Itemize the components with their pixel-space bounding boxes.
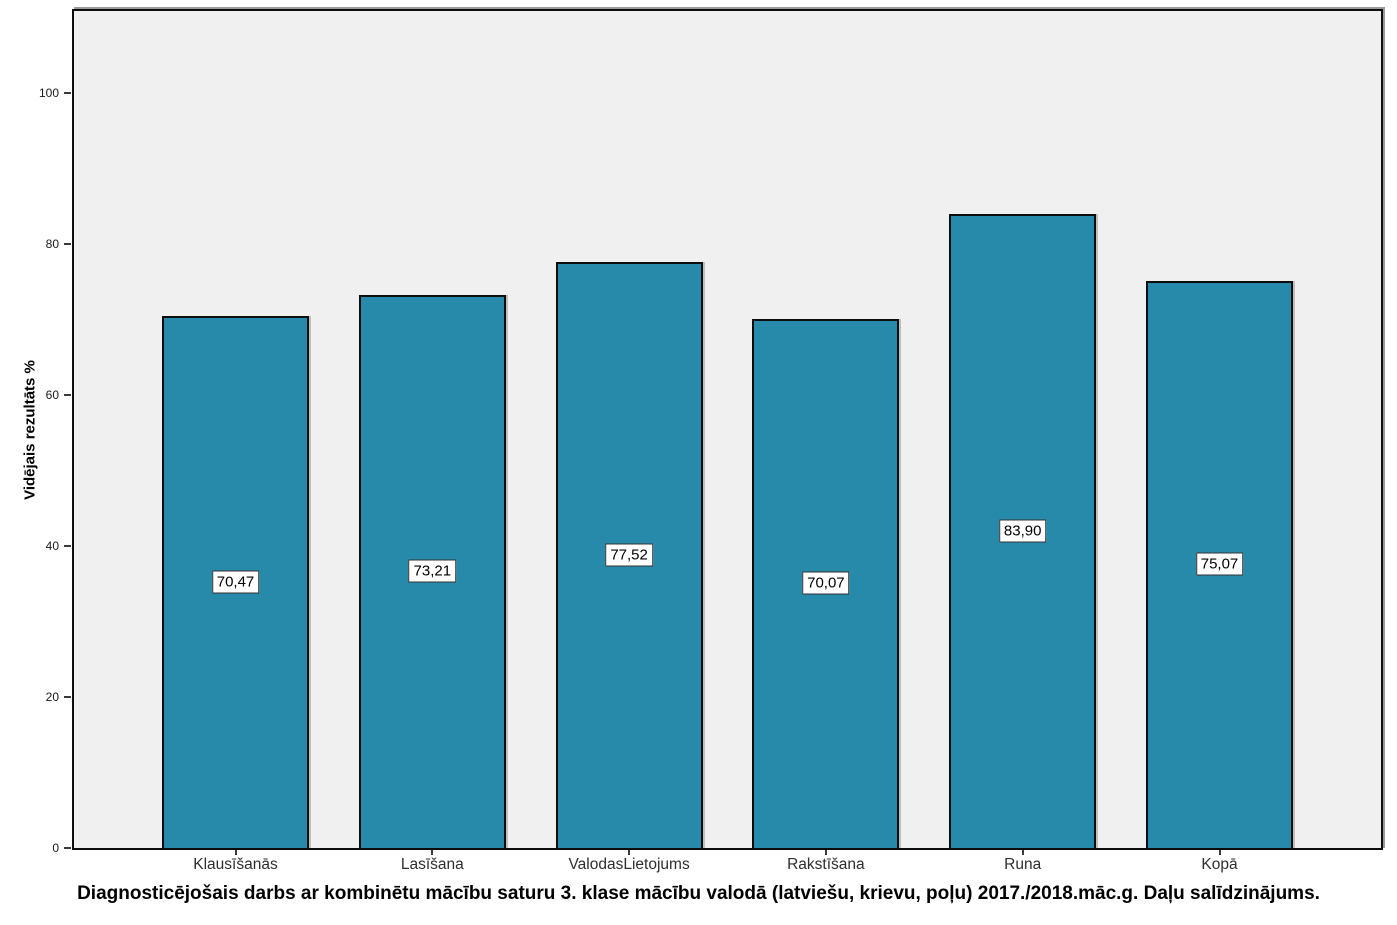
x-tick-label: Lasīšana	[400, 856, 464, 873]
bar-value-label: 73,21	[408, 559, 457, 583]
chart-title: Diagnosticējošais darbs ar kombinētu māc…	[77, 883, 1320, 904]
plot-area: 70,47 73,21 77,52 70,07 83,90 75,07	[72, 9, 1383, 850]
y-tick-mark	[64, 544, 71, 547]
bar-value-label: 75,07	[1195, 552, 1244, 576]
x-tick-mark	[234, 850, 237, 855]
bar-value-label: 83,90	[998, 519, 1047, 543]
y-tick-label: 80	[45, 236, 59, 251]
x-tick-label: Rakstīšana	[787, 856, 865, 873]
y-tick-label: 100	[38, 85, 59, 100]
bar-value-label: 77,52	[605, 543, 653, 567]
y-tick-label: 20	[45, 689, 59, 704]
y-axis-title: Vidējais rezultāts %	[21, 360, 39, 500]
y-tick-mark	[64, 695, 71, 698]
x-tick-mark	[824, 850, 827, 855]
x-tick-label: Runa	[1004, 856, 1042, 873]
y-tick-label: 60	[45, 387, 59, 402]
y-tick-mark	[64, 242, 71, 245]
x-tick-mark	[1218, 850, 1221, 855]
x-tick-label: ValodasLietojums	[568, 856, 690, 873]
y-tick-mark	[64, 847, 71, 849]
bar-value-label: 70,07	[802, 571, 850, 595]
y-tick-mark	[64, 91, 71, 94]
x-tick-mark	[628, 850, 631, 855]
x-tick-mark	[431, 850, 434, 855]
bar-value-label: 70,47	[211, 570, 260, 594]
y-tick-mark	[64, 393, 71, 396]
x-tick-label: Kopā	[1201, 856, 1238, 873]
x-tick-label: Klausīšanās	[193, 856, 278, 873]
y-tick-label: 40	[45, 538, 59, 553]
y-tick-label: 0	[52, 841, 59, 855]
x-tick-mark	[1021, 850, 1024, 855]
